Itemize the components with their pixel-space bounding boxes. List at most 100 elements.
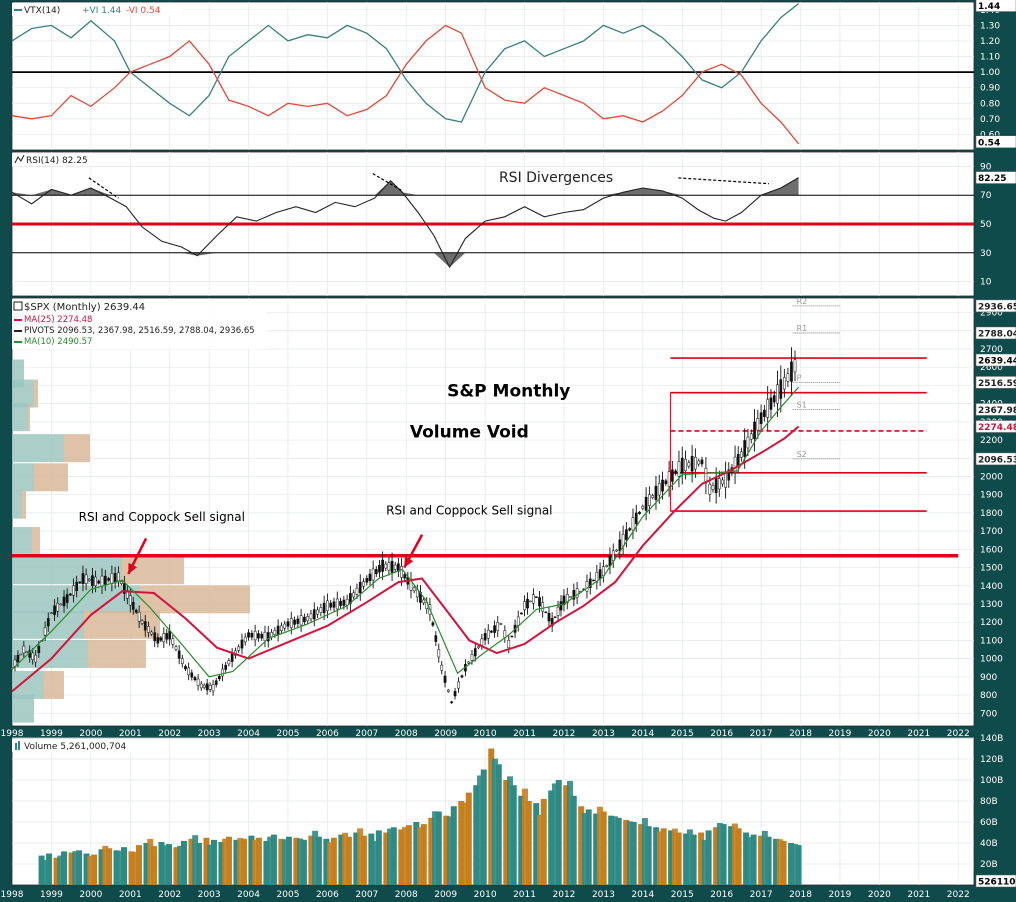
spx-candle-body: [585, 581, 589, 592]
spx-candle-body: [46, 618, 50, 627]
volume-bar: [780, 840, 787, 885]
spx-candle-body: [480, 638, 484, 646]
x-tick-label: 2011: [513, 890, 536, 900]
volume-bar: [507, 776, 513, 885]
y-tick-label-spx: 800: [980, 691, 997, 701]
volume-bar: [192, 835, 199, 885]
volume-bar: [503, 780, 510, 885]
y-tick-label-vtx: 0.90: [980, 84, 1000, 94]
volume-bar: [458, 801, 465, 885]
volume-bar: [447, 816, 454, 885]
y-tick-label-vtx: 0.80: [980, 99, 1000, 109]
y-tick-label-spx: 1400: [980, 582, 1003, 592]
volume-bar: [38, 855, 45, 885]
spx-candle-body: [75, 581, 79, 592]
volume-bar: [263, 840, 270, 885]
spx-candle-body: [503, 630, 507, 638]
x-tick-label: 2021: [907, 729, 930, 739]
volume-bar: [720, 824, 727, 885]
spx-candle-body: [450, 701, 453, 704]
y-tick-label-vtx: 1.10: [980, 53, 1000, 63]
y-tick-label-volume: 20B: [980, 860, 998, 870]
volume-bar: [776, 839, 783, 885]
spx-candle-body: [700, 459, 704, 465]
x-tick-label: 2008: [395, 890, 418, 900]
volume-bar: [488, 748, 495, 885]
volume-bar: [731, 823, 738, 885]
spx-candle-body: [43, 627, 47, 636]
volume-bar: [540, 798, 547, 885]
spx-candle-body: [218, 675, 221, 680]
volume-profile-green-bar: [12, 379, 34, 408]
y-tick-label-spx: 1900: [980, 491, 1003, 501]
x-tick-label: 2022: [947, 729, 970, 739]
volume-bar: [495, 764, 502, 885]
volume-bar: [278, 838, 285, 885]
x-tick-label: 2020: [868, 729, 891, 739]
x-tick-label: 2005: [277, 890, 300, 900]
x-tick-label: 2012: [553, 729, 576, 739]
volume-bar: [270, 834, 277, 885]
spx-candle-body: [384, 563, 388, 569]
volume-bar: [477, 775, 484, 885]
spx-candle-body: [776, 384, 779, 404]
y-tick-label-spx: 1700: [980, 527, 1003, 537]
spx-candle-body: [247, 632, 250, 638]
spx-legend-pivots: PIVOTS 2096.53, 2367.98, 2516.59, 2788.0…: [24, 326, 255, 336]
y-tick-label-rsi: 10: [980, 278, 992, 288]
spx-candle-body: [187, 667, 190, 676]
spx-value-badge-box: [975, 376, 1016, 389]
spx-candle-body: [352, 592, 356, 598]
spx-candle-body: [299, 615, 303, 626]
spx-candle-body: [289, 618, 293, 628]
x-tick-label: 2016: [710, 729, 733, 739]
volume-bar: [761, 830, 768, 885]
spx-candle-body: [65, 594, 69, 603]
volume-badge: 5261100: [978, 878, 1016, 888]
volume-bar: [338, 834, 345, 885]
spx-candle-body: [786, 373, 790, 382]
y-tick-label-rsi: 50: [980, 220, 992, 230]
x-tick-label: 2010: [474, 890, 497, 900]
volume-bar: [611, 816, 618, 885]
vtx-legend-label: VTX(14): [24, 6, 60, 16]
spx-candle-body: [690, 455, 694, 472]
volume-bar: [248, 835, 255, 885]
x-tick-label: 2018: [789, 890, 812, 900]
spx-candle-body: [783, 377, 786, 390]
volume-bar: [83, 853, 90, 885]
spx-candle-body: [153, 632, 157, 642]
y-tick-label-vtx: 1.20: [980, 37, 1000, 47]
x-tick-label: 2000: [79, 729, 102, 739]
spx-candle-body: [368, 573, 372, 582]
volume-bar: [147, 838, 154, 885]
volume-profile-green-bar: [12, 670, 44, 699]
volume-profile-green-bar: [12, 490, 22, 519]
spx-candle-body: [202, 684, 206, 688]
spx-candle-body: [473, 648, 477, 657]
spx-candle-body: [556, 606, 560, 616]
spx-annotation: Volume Void: [410, 422, 529, 442]
y-tick-label-spx: 700: [980, 709, 997, 719]
volume-bar: [432, 811, 439, 885]
spx-candle-body: [628, 528, 632, 531]
spx-candle-body: [137, 611, 141, 622]
vtx-legend-plus: +VI 1.44: [82, 6, 122, 16]
volume-bar: [746, 837, 753, 885]
x-tick-label: 2021: [907, 890, 930, 900]
y-tick-label-volume: 60B: [980, 818, 998, 828]
y-tick-label-spx: 2900: [980, 309, 1003, 319]
volume-bar: [368, 833, 375, 885]
y-tick-label-vtx: 0.60: [980, 130, 1000, 140]
volume-bar: [113, 850, 120, 885]
spx-candle-body: [227, 660, 231, 665]
y-tick-label-vtx: 0.70: [980, 115, 1000, 125]
spx-annotation: RSI and Coppock Sell signal: [79, 510, 245, 524]
spx-candle-body: [769, 397, 773, 410]
spx-candle-body: [165, 633, 169, 640]
volume-bar: [735, 828, 742, 885]
volume-bar: [690, 834, 697, 885]
rsi-divergence-line: [88, 177, 119, 199]
x-tick-label: 2015: [671, 729, 694, 739]
